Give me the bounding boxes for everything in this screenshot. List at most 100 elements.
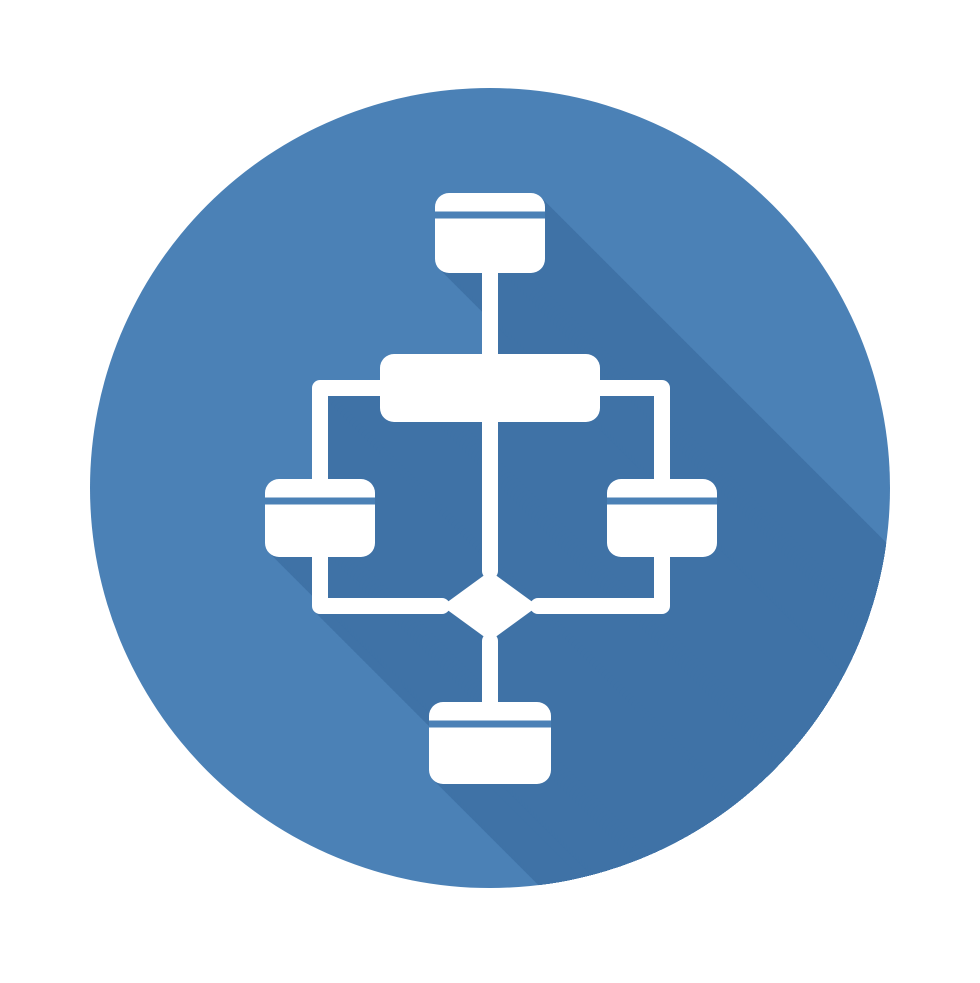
node-right: [893, 765, 980, 843]
node-right: [938, 810, 980, 888]
node-bottom: [673, 946, 795, 978]
node-bottom: [679, 952, 801, 978]
node-bottom: [589, 862, 711, 944]
node-left: [641, 855, 751, 933]
node-bottom: [604, 877, 726, 959]
node-bottom: [664, 937, 786, 978]
node-decision: [704, 833, 800, 903]
node-bottom: [655, 928, 777, 978]
node-process: [819, 793, 980, 861]
node-decision: [821, 950, 917, 978]
node-right: [842, 714, 952, 792]
node-decision: [740, 869, 836, 939]
node-left: [665, 879, 775, 957]
node-decision: [791, 920, 887, 978]
node-right: [818, 690, 928, 768]
node-bottom: [634, 907, 756, 978]
node-decision: [701, 830, 797, 900]
node-process: [816, 790, 980, 858]
node-decision: [818, 947, 914, 978]
node-process: [843, 817, 980, 885]
node-process: [834, 808, 980, 876]
node-process: [855, 829, 980, 897]
node-right: [869, 741, 979, 819]
node-process: [831, 805, 980, 873]
node-bottom: [595, 868, 717, 950]
node-bottom: [607, 880, 729, 962]
node-decision: [809, 938, 905, 978]
node-left: [695, 909, 805, 978]
node-bottom: [601, 874, 723, 956]
node-left: [752, 966, 862, 978]
node-bottom: [658, 931, 780, 978]
node-decision: [725, 854, 821, 924]
node-left: [725, 939, 835, 978]
node-right: [866, 738, 976, 816]
node-process: [864, 838, 980, 906]
node-left: [671, 885, 781, 963]
node-left: [659, 873, 769, 951]
node-right: [941, 813, 980, 891]
node-left: [635, 849, 745, 927]
node-bottom: [700, 973, 822, 978]
node-bottom: [643, 916, 765, 978]
node-right: [965, 837, 980, 915]
node-bottom: [429, 702, 551, 784]
node-decision: [779, 908, 875, 978]
node-top: [916, 674, 980, 754]
node-bottom: [703, 976, 825, 978]
node-top: [910, 668, 980, 748]
node-process: [798, 772, 980, 840]
node-process: [858, 832, 980, 900]
node-left: [653, 867, 763, 945]
node-decision: [737, 866, 833, 936]
node-top: [859, 617, 969, 697]
node-right: [815, 687, 925, 765]
node-left: [716, 930, 826, 978]
node-decision: [830, 959, 926, 978]
node-right: [887, 759, 980, 837]
node-decision: [728, 857, 824, 927]
node-bottom: [649, 922, 771, 978]
node-top: [934, 692, 980, 772]
node-bottom: [661, 934, 783, 978]
node-bottom: [619, 892, 741, 974]
node-left: [737, 951, 847, 978]
node-left: [740, 954, 850, 978]
node-decision: [773, 902, 869, 972]
node-decision: [806, 935, 902, 978]
node-top: [892, 650, 980, 730]
node-left: [728, 942, 838, 978]
node-bottom: [631, 904, 753, 978]
node-process: [768, 742, 980, 810]
node-right: [607, 479, 717, 557]
node-left: [755, 969, 865, 978]
node-top: [928, 686, 980, 766]
node-right: [935, 807, 980, 885]
node-bottom: [682, 955, 804, 978]
node-bottom: [676, 949, 798, 978]
node-right: [884, 756, 980, 834]
node-left: [734, 948, 844, 978]
node-process: [380, 354, 600, 422]
node-right: [944, 816, 980, 894]
node-decision: [689, 818, 785, 888]
node-left: [677, 891, 787, 969]
node-left: [743, 957, 853, 978]
node-decision: [767, 896, 863, 966]
node-right: [824, 696, 934, 774]
node-right: [947, 819, 980, 897]
node-decision: [713, 842, 809, 912]
node-bottom: [610, 883, 732, 965]
node-top: [925, 683, 980, 763]
node-bottom: [616, 889, 738, 971]
node-decision: [812, 941, 908, 978]
node-right: [890, 762, 980, 840]
node-top: [880, 638, 980, 718]
node-bottom: [640, 913, 762, 978]
node-right: [911, 783, 980, 861]
node-right: [827, 699, 937, 777]
node-bottom: [646, 919, 768, 978]
node-right: [920, 792, 980, 870]
node-right: [974, 846, 980, 924]
